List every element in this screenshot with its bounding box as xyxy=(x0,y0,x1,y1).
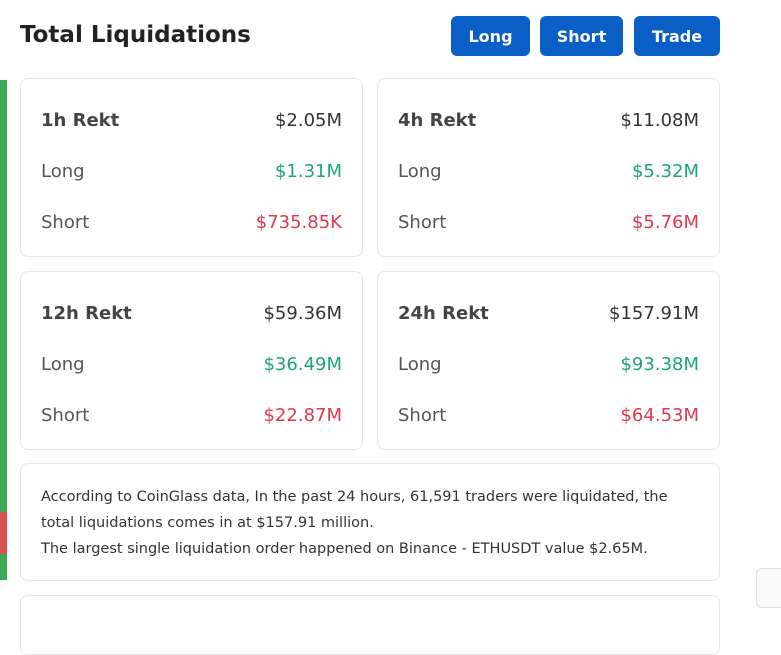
stat-row: Long $1.31M xyxy=(41,159,342,183)
card-total: $2.05M xyxy=(274,109,342,131)
row-value: $5.32M xyxy=(631,160,699,182)
stat-row: 4h Rekt $11.08M xyxy=(398,108,699,132)
stat-card: 12h Rekt $59.36M Long $36.49M Short $22.87M xyxy=(20,271,363,450)
card-title: 24h Rekt xyxy=(398,302,489,324)
row-value: $36.49M xyxy=(263,353,342,375)
row-label: Long xyxy=(398,160,442,182)
row-label: Short xyxy=(41,404,90,426)
tab-button[interactable]: Short xyxy=(540,16,623,56)
card-total: $157.91M xyxy=(609,302,699,324)
stat-row: 12h Rekt $59.36M xyxy=(41,301,342,325)
stat-row: Short $22.87M xyxy=(41,403,342,427)
stat-row: 24h Rekt $157.91M xyxy=(398,301,699,325)
summary-text: According to CoinGlass data, In the past… xyxy=(41,489,668,531)
row-label: Short xyxy=(398,211,447,233)
row-value: $93.38M xyxy=(620,353,699,375)
row-value: $64.53M xyxy=(620,404,699,426)
row-value: $5.76M xyxy=(631,211,699,233)
row-label: Long xyxy=(41,353,85,375)
settings-icon[interactable] xyxy=(756,568,781,608)
page-title: Total Liquidations xyxy=(20,22,251,48)
row-label: Long xyxy=(398,353,442,375)
stat-card: 4h Rekt $11.08M Long $5.32M Short $5.76M xyxy=(377,78,720,257)
row-value: $1.31M xyxy=(274,160,342,182)
stat-row: Short $5.76M xyxy=(398,210,699,234)
card-total: $59.36M xyxy=(263,302,342,324)
card-title: 1h Rekt xyxy=(41,109,120,131)
tab-button[interactable]: Long xyxy=(451,16,530,56)
summary-card: According to CoinGlass data, In the past… xyxy=(20,463,720,581)
stat-row: 1h Rekt $2.05M xyxy=(41,108,342,132)
card-total: $11.08M xyxy=(620,109,699,131)
row-value: $735.85K xyxy=(255,211,342,233)
next-card xyxy=(20,595,720,655)
row-value: $22.87M xyxy=(263,404,342,426)
card-title: 12h Rekt xyxy=(41,302,132,324)
page: Total Liquidations Long Short Trade 1h Rek… xyxy=(0,16,781,655)
stat-row: Short $735.85K xyxy=(41,210,342,234)
row-label: Short xyxy=(41,211,90,233)
stat-row: Long $36.49M xyxy=(41,352,342,376)
row-label: Short xyxy=(398,404,447,426)
stat-row: Long $5.32M xyxy=(398,159,699,183)
tab-button[interactable]: Trade xyxy=(634,16,720,56)
stat-card: 1h Rekt $2.05M Long $1.31M Short $735.85K xyxy=(20,78,363,257)
left-strip xyxy=(0,80,7,580)
stat-row: Long $93.38M xyxy=(398,352,699,376)
row-label: Long xyxy=(41,160,85,182)
card-title: 4h Rekt xyxy=(398,109,477,131)
stat-card: 24h Rekt $157.91M Long $93.38M Short $64.53M xyxy=(377,271,720,450)
stat-row: Short $64.53M xyxy=(398,403,699,427)
left-strip-red xyxy=(0,512,7,554)
summary-text: The largest single liquidation order hap… xyxy=(41,541,648,557)
